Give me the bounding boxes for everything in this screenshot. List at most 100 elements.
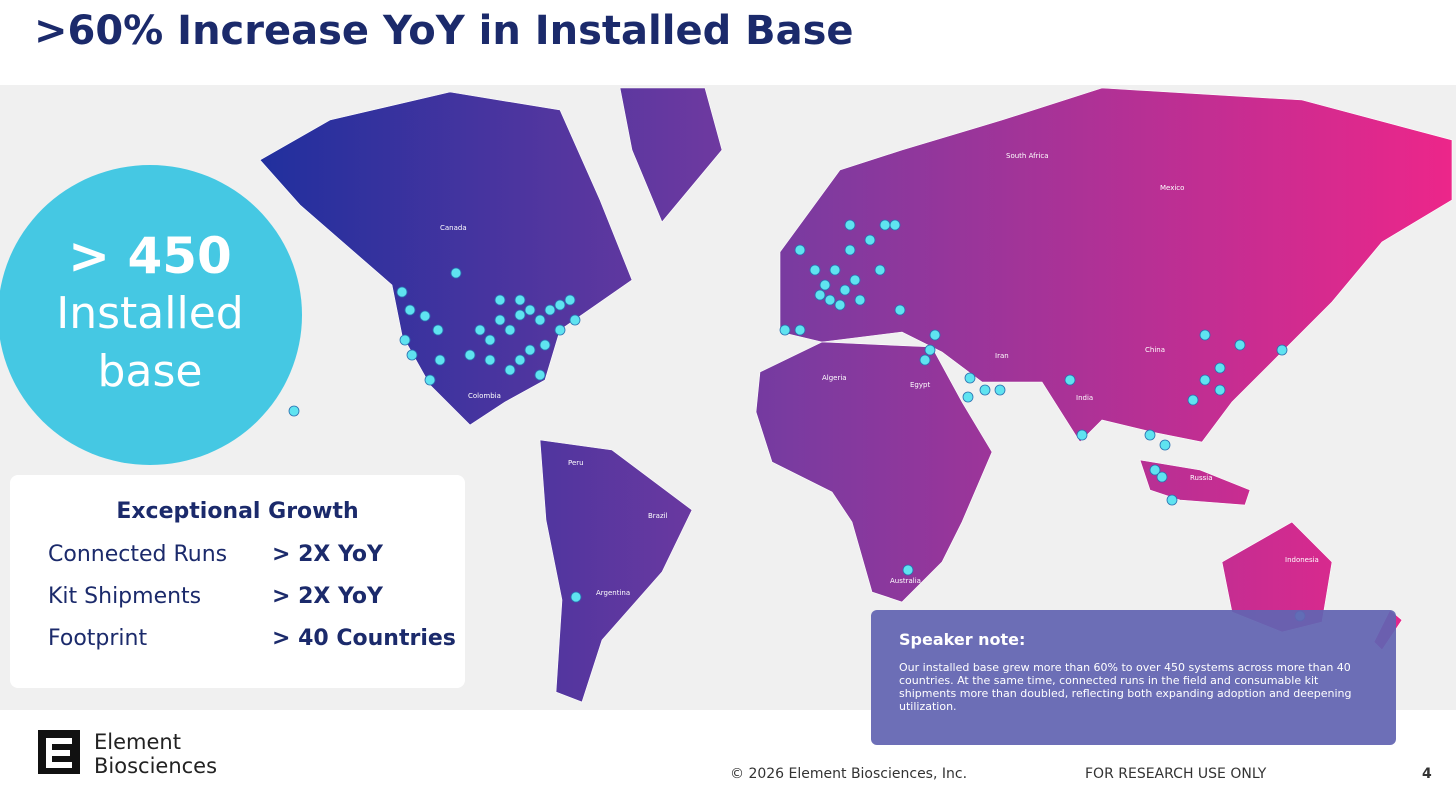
site-dot (524, 344, 536, 356)
site-dot (534, 369, 546, 381)
site-dot (514, 294, 526, 306)
map-label: South Africa (1006, 152, 1049, 160)
site-dot (839, 284, 851, 296)
page-number: 4 (1422, 766, 1432, 782)
site-dot (864, 234, 876, 246)
map-label: Indonesia (1285, 556, 1319, 564)
site-dot (570, 591, 582, 603)
site-dot (1276, 344, 1288, 356)
map-label: Algeria (822, 374, 847, 382)
badge-label: Installed base (56, 288, 244, 397)
site-dot (849, 274, 861, 286)
site-dot (854, 294, 866, 306)
site-dot (474, 324, 486, 336)
growth-row: Connected Runs > 2X YoY (48, 542, 465, 584)
site-dot (564, 294, 576, 306)
badge-value: > 450 (68, 227, 232, 285)
map-label: Canada (440, 224, 467, 232)
site-dot (794, 244, 806, 256)
site-dot (554, 324, 566, 336)
note-title: Speaker note: (899, 630, 1026, 649)
site-dot (450, 267, 462, 279)
growth-row: Kit Shipments > 2X YoY (48, 584, 465, 626)
map-label: Peru (568, 459, 584, 467)
site-dot (1076, 429, 1088, 441)
site-dot (834, 299, 846, 311)
logo-line: Element (94, 730, 181, 754)
growth-value: > 40 Countries (272, 626, 456, 651)
site-dot (524, 304, 536, 316)
site-dot (962, 391, 974, 403)
africa (755, 341, 993, 603)
site-dot (514, 354, 526, 366)
site-dot (819, 279, 831, 291)
site-dot (809, 264, 821, 276)
site-dot (924, 344, 936, 356)
site-dot (569, 314, 581, 326)
site-dot (1199, 329, 1211, 341)
site-dot (434, 354, 446, 366)
site-dot (514, 309, 526, 321)
logo-glyph (46, 738, 72, 768)
site-dot (874, 264, 886, 276)
site-dot (432, 324, 444, 336)
logo-line: Biosciences (94, 754, 218, 778)
growth-metric: Connected Runs (48, 542, 228, 567)
site-dot (894, 304, 906, 316)
growth-value: > 2X YoY (272, 542, 383, 567)
growth-metric: Kit Shipments (48, 584, 202, 609)
site-dot (494, 294, 506, 306)
map-label: China (1145, 346, 1165, 354)
site-dot (399, 334, 411, 346)
site-dot (504, 364, 516, 376)
slide-title: >60% Increase YoY in Installed Base (34, 8, 854, 54)
growth-metric: Footprint (48, 626, 148, 651)
site-dot (964, 372, 976, 384)
site-dot (902, 564, 914, 576)
site-dot (1149, 464, 1161, 476)
growth-row: Footprint > 40 Countries (48, 626, 465, 668)
site-dot (1156, 471, 1168, 483)
site-dot (484, 354, 496, 366)
site-dot (544, 304, 556, 316)
south-america (539, 439, 693, 703)
site-dot (396, 286, 408, 298)
site-dot (889, 219, 901, 231)
site-dot (494, 314, 506, 326)
site-dot (406, 349, 418, 361)
site-dot (504, 324, 516, 336)
site-dot (1064, 374, 1076, 386)
growth-title: Exceptional Growth (116, 499, 359, 524)
site-dot (844, 219, 856, 231)
site-dot (919, 354, 931, 366)
site-dot (1187, 394, 1199, 406)
greenland (619, 87, 723, 223)
site-dot (534, 314, 546, 326)
site-dot (419, 310, 431, 322)
note-text: Our installed base grew more than 60% to… (899, 661, 1352, 713)
site-dot (404, 304, 416, 316)
logo-text: Element Biosciences (94, 730, 217, 778)
site-dot (979, 384, 991, 396)
site-dot (1234, 339, 1246, 351)
speaker-note: Speaker note: Our installed base grew mo… (871, 610, 1396, 745)
site-dot (1214, 362, 1226, 374)
indonesia (1139, 459, 1251, 506)
site-dot (794, 324, 806, 336)
map-label: Brazil (648, 512, 668, 520)
map-label: Mexico (1160, 184, 1184, 192)
map-label: Argentina (596, 589, 630, 597)
site-dot (879, 219, 891, 231)
site-dot (464, 349, 476, 361)
site-dot (929, 329, 941, 341)
site-dot (1214, 384, 1226, 396)
site-dot (844, 244, 856, 256)
site-dot (1199, 374, 1211, 386)
site-dot (1144, 429, 1156, 441)
site-dot (1159, 439, 1171, 451)
map-label: Iran (995, 352, 1009, 360)
site-dot (829, 264, 841, 276)
growth-box: Exceptional Growth Connected Runs > 2X Yo… (10, 475, 465, 688)
growth-value: > 2X YoY (272, 584, 383, 609)
